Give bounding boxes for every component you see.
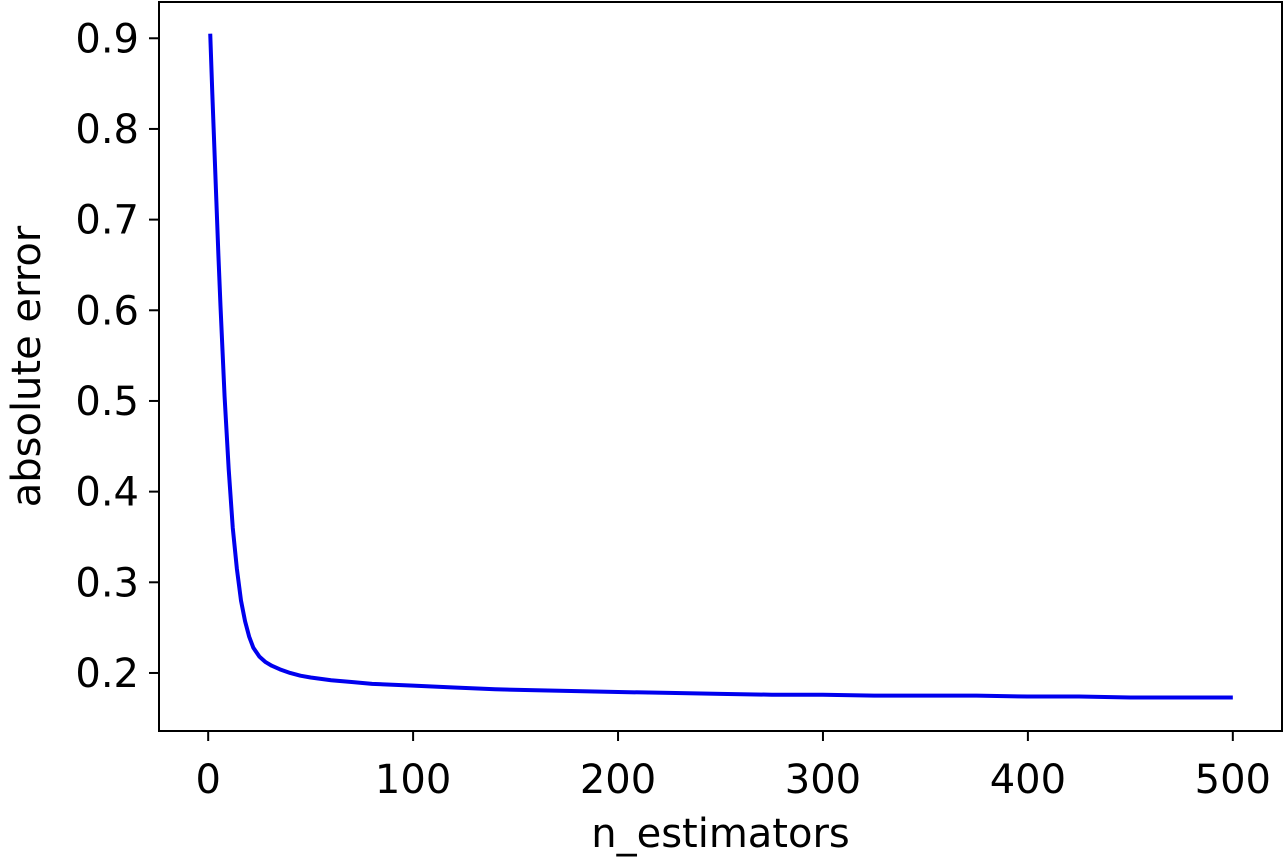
y-tick-label: 0.9 bbox=[75, 16, 139, 62]
y-tick-label: 0.7 bbox=[75, 198, 139, 244]
y-tick-label: 0.3 bbox=[75, 560, 139, 606]
y-tick-label: 0.5 bbox=[75, 379, 139, 425]
ticks-layer: 0 100 200 300 400 500 0.2 0.3 0.4 0.5 0.6 0.7 0.8 0.9 bbox=[75, 16, 1271, 803]
series-line bbox=[208, 33, 1233, 700]
x-axis-label: n_estimators bbox=[591, 811, 850, 857]
series-layer bbox=[208, 33, 1233, 700]
y-tick-label: 0.6 bbox=[75, 288, 139, 334]
y-tick-label: 0.2 bbox=[75, 651, 139, 697]
y-axis-label: absolute error bbox=[4, 225, 50, 507]
x-tick-label: 400 bbox=[990, 757, 1066, 803]
x-tick-label: 0 bbox=[195, 757, 220, 803]
y-tick-label: 0.8 bbox=[75, 107, 139, 153]
plot-frame bbox=[158, 1, 1283, 732]
x-tick-label: 500 bbox=[1195, 757, 1271, 803]
x-tick-label: 100 bbox=[375, 757, 451, 803]
x-tick-label: 200 bbox=[580, 757, 656, 803]
y-tick-label: 0.4 bbox=[75, 470, 139, 516]
x-tick-label: 300 bbox=[785, 757, 861, 803]
